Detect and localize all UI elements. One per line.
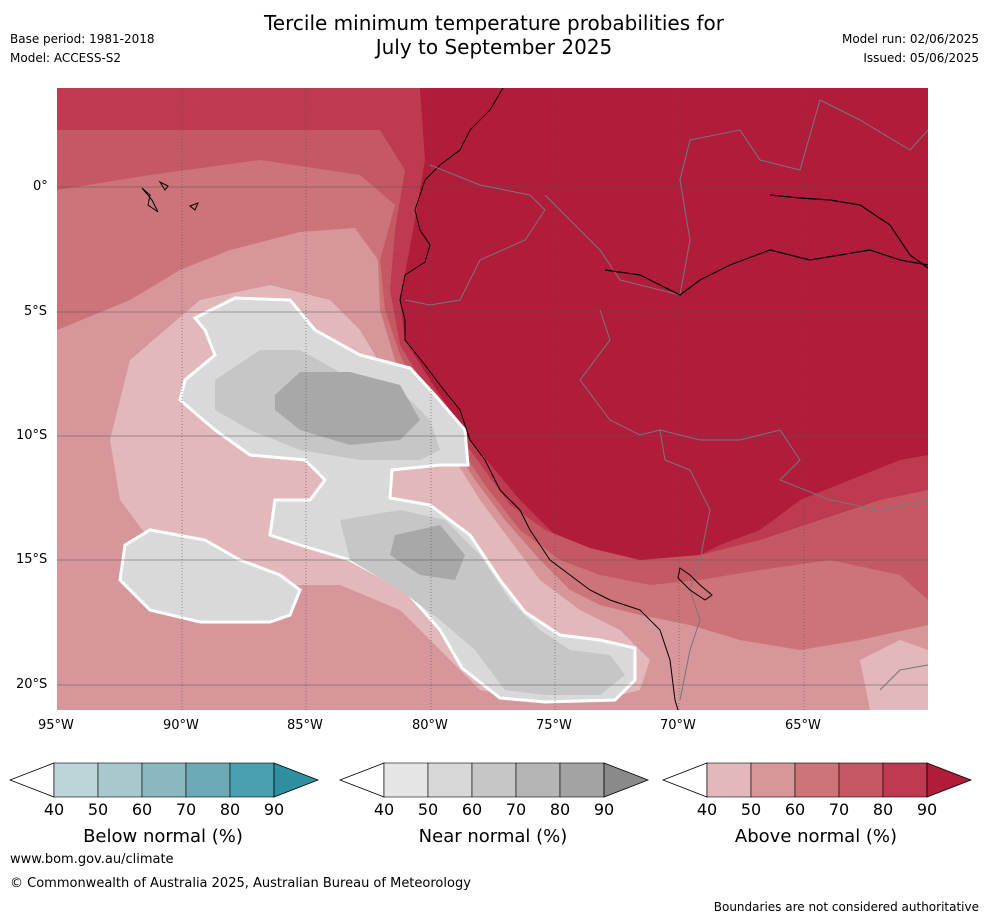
colorbar-high-extend: [603, 762, 650, 798]
lon-label-65w: 65°W: [785, 718, 821, 733]
title-line-1: Tercile minimum temperature probabilitie…: [263, 11, 725, 35]
country-borders: [404, 99, 928, 701]
colorbars: [8, 762, 973, 798]
colorbar-tick-label: 60: [461, 800, 483, 819]
colorbar-segment: [97, 762, 143, 798]
issued-date: Issued: 05/06/2025: [863, 51, 979, 65]
lon-label-95w: 95°W: [38, 718, 74, 733]
colorbar-low-extend: [338, 762, 385, 798]
zone-near-70-south: [390, 525, 465, 580]
model-run-date: Model run: 02/06/2025: [841, 32, 979, 46]
galapagos-islands: [141, 180, 199, 213]
lat-label-0: 0°: [33, 179, 48, 194]
colorbar-label-near: Near normal (%): [418, 826, 568, 847]
colorbar-high-extend: [273, 762, 320, 798]
colorbar-segment: [706, 762, 752, 798]
colorbar-segment: [229, 762, 275, 798]
colorbar-segment: [559, 762, 605, 798]
colorbar-segment: [838, 762, 884, 798]
colorbar-segment: [53, 762, 99, 798]
zone-above-40-se: [860, 640, 928, 710]
colorbar-tick-label: 80: [549, 800, 571, 819]
lon-label-85w: 85°W: [287, 718, 323, 733]
lake-titicaca: [677, 567, 713, 601]
colorbar-segment: [427, 762, 473, 798]
colorbar-label-below: Below normal (%): [83, 826, 243, 847]
lon-label-80w: 80°W: [412, 718, 448, 733]
colorbar-segment: [141, 762, 187, 798]
colorbar-tick-label: 60: [131, 800, 153, 819]
colorbar-tick-label: 50: [417, 800, 439, 819]
colorbar-segment: [515, 762, 561, 798]
colorbar-tick-label: 40: [696, 800, 718, 819]
colorbar-label-above: Above normal (%): [734, 826, 898, 847]
lon-label-75w: 75°W: [536, 718, 572, 733]
lat-label-5s: 5°S: [24, 304, 48, 319]
colorbar-segment: [750, 762, 796, 798]
colorbar-low-extend: [8, 762, 55, 798]
zone-near-50-west: [118, 528, 302, 624]
colorbar-tick-label: 70: [828, 800, 850, 819]
colorbar-tick-label: 40: [43, 800, 65, 819]
lat-label-10s: 10°S: [16, 428, 48, 443]
river-network: [604, 194, 928, 296]
copyright-text: © Commonwealth of Australia 2025, Austra…: [10, 876, 471, 891]
colorbar-tick-label: 90: [593, 800, 615, 819]
probability-map: [57, 88, 928, 710]
disclaimer-text: Boundaries are not considered authoritat…: [713, 900, 979, 914]
colorbar-segment: [185, 762, 231, 798]
colorbar-tick-label: 40: [373, 800, 395, 819]
colorbar-low-extend: [661, 762, 708, 798]
colorbar-tick-label: 50: [740, 800, 762, 819]
lat-label-20s: 20°S: [16, 677, 48, 692]
colorbar-tick-label: 80: [219, 800, 241, 819]
colorbar-segment: [882, 762, 928, 798]
colorbar-segment: [383, 762, 429, 798]
coastline: [399, 88, 679, 710]
map-field: [57, 88, 928, 710]
colorbar-tick-label: 70: [505, 800, 527, 819]
zone-near-70: [275, 372, 420, 445]
colorbar-high-extend: [926, 762, 973, 798]
colorbar-tick-label: 90: [263, 800, 285, 819]
colorbar-tick-label: 90: [916, 800, 938, 819]
map-title: Tercile minimum temperature probabilitie…: [0, 11, 988, 59]
colorbar-tick-label: 80: [872, 800, 894, 819]
colorbar-segment: [794, 762, 840, 798]
lat-label-15s: 15°S: [16, 552, 48, 567]
colorbar-tick-label: 70: [175, 800, 197, 819]
title-line-2: July to September 2025: [375, 35, 613, 59]
colorbar-tick-label: 50: [87, 800, 109, 819]
website-link[interactable]: www.bom.gov.au/climate: [10, 852, 174, 867]
lon-label-90w: 90°W: [163, 718, 199, 733]
model-name: Model: ACCESS-S2: [10, 51, 122, 65]
base-period: Base period: 1981-2018: [10, 32, 155, 46]
colorbar-below-normal: [8, 762, 320, 798]
colorbar-segment: [471, 762, 517, 798]
colorbar-near-normal: [338, 762, 650, 798]
colorbar-tick-label: 60: [784, 800, 806, 819]
colorbar-above-normal: [661, 762, 973, 798]
lon-label-70w: 70°W: [660, 718, 696, 733]
